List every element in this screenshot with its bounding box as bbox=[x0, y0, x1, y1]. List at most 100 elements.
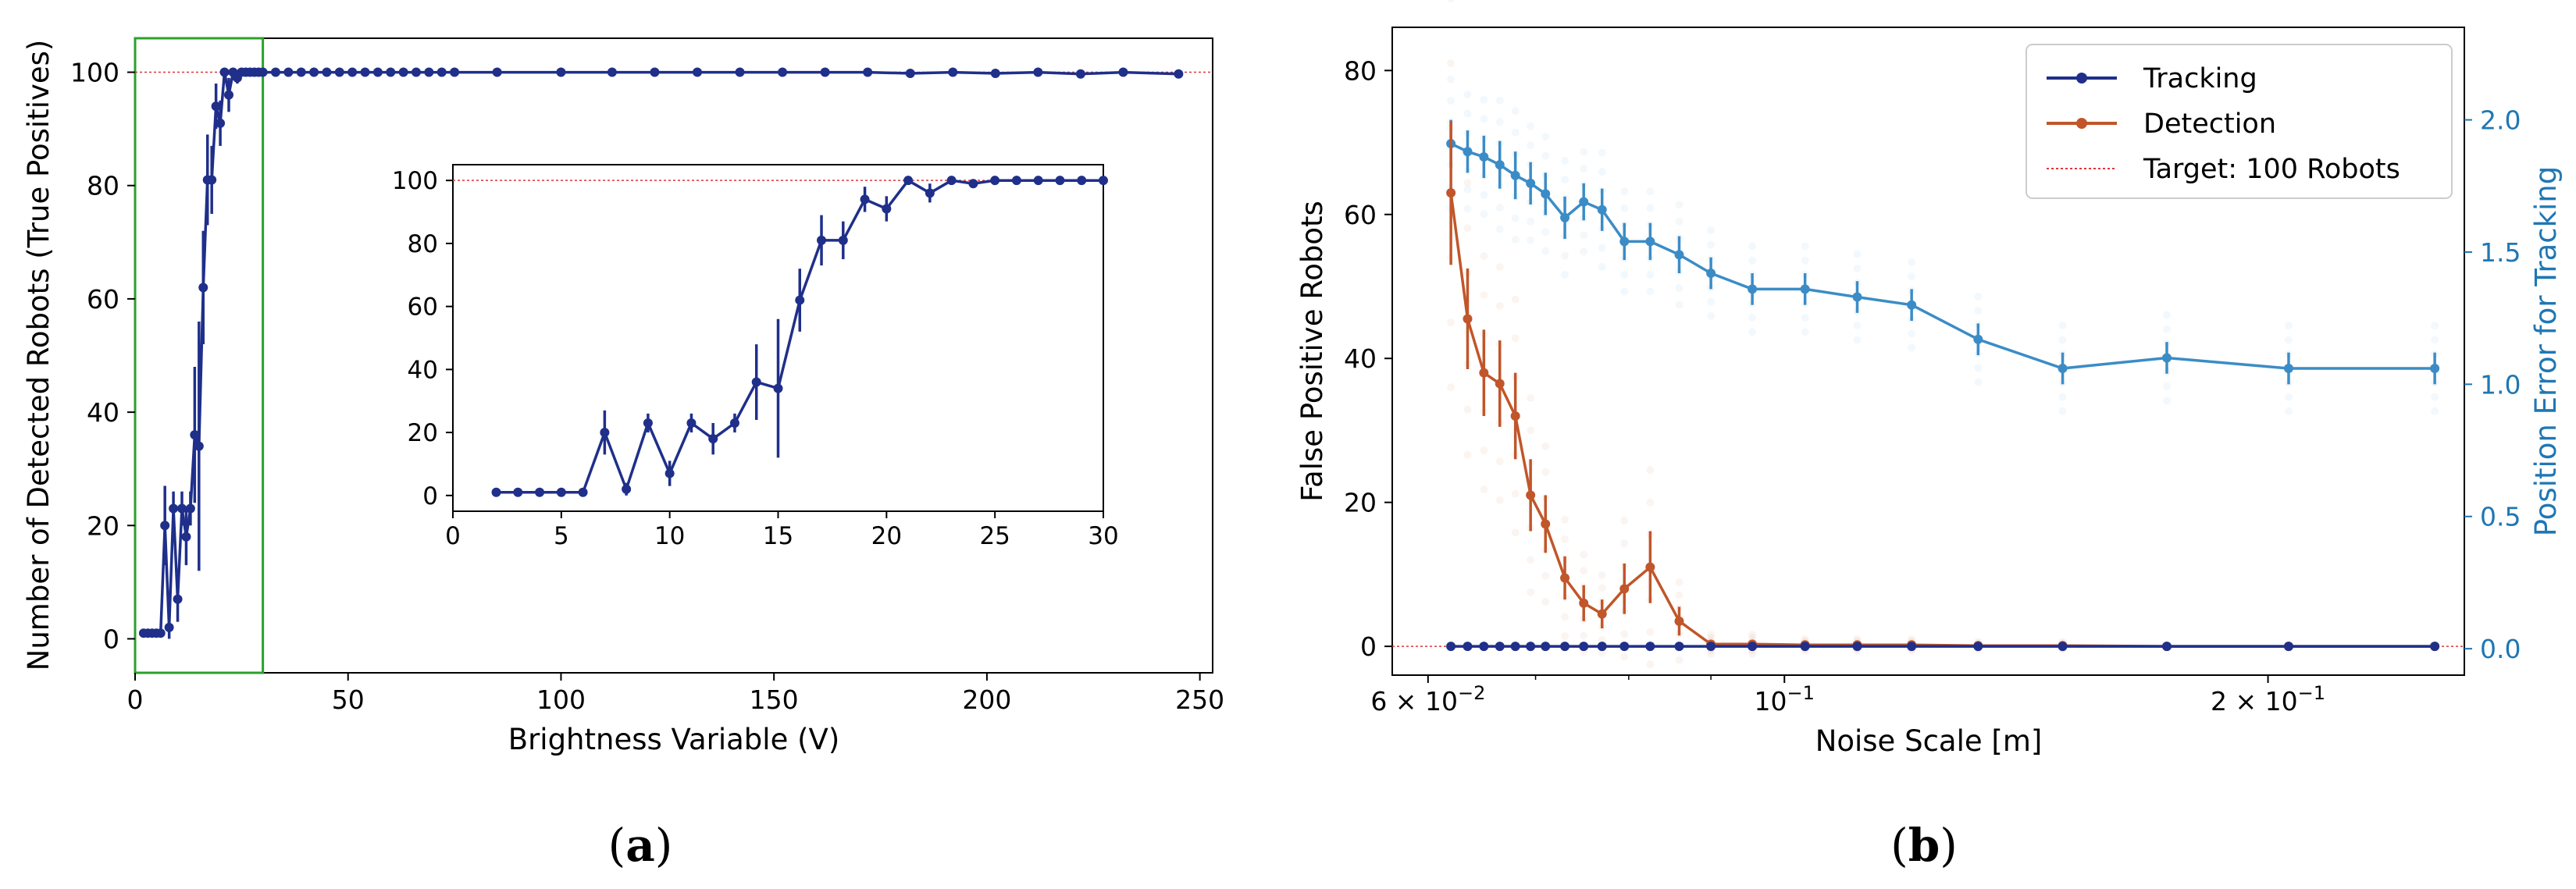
detection-sample-haze bbox=[1527, 426, 1535, 435]
detection-sample-haze bbox=[1480, 485, 1488, 494]
inset-data-point bbox=[1033, 176, 1043, 186]
position-error-sample-haze bbox=[1707, 226, 1716, 235]
tracking-point bbox=[1907, 642, 1917, 652]
position-error-sample-haze bbox=[1801, 242, 1809, 251]
inset-data-point bbox=[990, 176, 1000, 186]
data-point bbox=[216, 118, 226, 128]
inset-data-point bbox=[773, 383, 783, 393]
detection-sample-haze bbox=[1707, 634, 1716, 642]
position-error-sample-haze bbox=[1853, 336, 1862, 344]
position-error-sample-haze bbox=[1748, 313, 1757, 322]
position-error-sample-haze bbox=[1853, 264, 1862, 272]
position-error-sample-haze bbox=[1541, 247, 1550, 255]
data-point bbox=[1118, 67, 1128, 77]
detection-sample-haze bbox=[1527, 393, 1535, 402]
detection-sample-haze bbox=[1561, 535, 1569, 543]
panel-b-x-axis-title: Noise Scale [m] bbox=[1815, 724, 2043, 758]
position-error-sample-haze bbox=[1561, 251, 1569, 260]
legend-label-target: Target: 100 Robots bbox=[2143, 154, 2400, 185]
data-point bbox=[607, 67, 617, 77]
legend-box bbox=[2026, 44, 2453, 199]
data-point bbox=[990, 69, 1000, 79]
zoom-region-box bbox=[134, 37, 265, 674]
tracking-point bbox=[1541, 642, 1551, 652]
position-error-sample-haze bbox=[1580, 148, 1588, 156]
data-point bbox=[948, 67, 958, 77]
position-error-sample-haze bbox=[1620, 204, 1629, 212]
position-error-sample-haze bbox=[2058, 407, 2067, 415]
position-error-sample-haze bbox=[1580, 247, 1588, 256]
detection-sample-haze bbox=[1527, 588, 1535, 596]
detection-point bbox=[1597, 609, 1607, 619]
inset-y-tick-label: 60 bbox=[408, 293, 438, 322]
detection-sample-haze bbox=[1620, 630, 1629, 638]
position-error-sample-haze bbox=[1853, 322, 1862, 330]
data-point bbox=[296, 67, 306, 77]
data-point bbox=[219, 67, 230, 77]
position-error-sample-haze bbox=[1908, 329, 1916, 338]
detection-sample-haze bbox=[1511, 334, 1520, 343]
tracking-point bbox=[1674, 642, 1684, 652]
position-error-sample-haze bbox=[1646, 204, 1655, 212]
legend-label-detection: Detection bbox=[2143, 108, 2276, 140]
data-point bbox=[360, 67, 370, 77]
data-point bbox=[424, 67, 434, 77]
tracking-point bbox=[1463, 642, 1473, 652]
position-error-sample-haze bbox=[1748, 256, 1757, 265]
tracking-point bbox=[2430, 642, 2440, 652]
detection-sample-haze bbox=[1561, 613, 1569, 621]
tracking-point bbox=[1852, 642, 1862, 652]
position-error-point bbox=[2283, 364, 2293, 374]
tracking-point bbox=[1495, 642, 1505, 652]
position-error-sample-haze bbox=[2058, 336, 2067, 344]
data-point bbox=[556, 67, 566, 77]
inset-data-point bbox=[903, 176, 914, 186]
inset-data-point bbox=[664, 468, 675, 478]
position-error-point bbox=[1748, 284, 1758, 294]
detection-sample-haze bbox=[1646, 466, 1655, 475]
data-point bbox=[322, 67, 332, 77]
data-point bbox=[185, 503, 195, 514]
x-tick-label: 200 bbox=[962, 685, 1011, 715]
position-error-sample-haze bbox=[2058, 393, 2067, 401]
data-point bbox=[1033, 67, 1043, 77]
inset-data-point bbox=[860, 194, 870, 204]
inset-x-tick-label: 0 bbox=[445, 522, 461, 550]
legend-marker-tracking bbox=[2076, 73, 2087, 84]
position-error-sample-haze bbox=[1620, 271, 1629, 279]
detection-sample-haze bbox=[1541, 468, 1550, 476]
data-point bbox=[207, 175, 217, 185]
data-point bbox=[450, 67, 460, 77]
position-error-point bbox=[1560, 212, 1570, 222]
position-error-sample-haze bbox=[1853, 250, 1862, 258]
inset-x-tick-label: 30 bbox=[1088, 522, 1118, 550]
detection-sample-haze bbox=[1561, 632, 1569, 641]
detection-sample-haze bbox=[1598, 649, 1606, 657]
position-error-point bbox=[1526, 178, 1536, 188]
inset-data-point bbox=[925, 188, 935, 198]
position-error-point bbox=[1674, 250, 1684, 260]
position-error-sample-haze bbox=[1480, 115, 1488, 123]
position-error-point bbox=[2058, 364, 2068, 374]
data-point bbox=[169, 503, 179, 514]
y-tick-label: 60 bbox=[1344, 200, 1377, 230]
panel-a-x-axis-title: Brightness Variable (V) bbox=[508, 723, 840, 756]
inset-data-point bbox=[1055, 176, 1065, 186]
position-error-sample-haze bbox=[1598, 167, 1606, 176]
panel-b-label: (b) bbox=[1890, 819, 1958, 872]
data-point bbox=[372, 67, 383, 77]
detection-sample-haze bbox=[1541, 597, 1550, 606]
detection-sample-haze bbox=[1598, 635, 1606, 644]
data-point bbox=[436, 67, 447, 77]
detection-sample-haze bbox=[1447, 59, 1455, 68]
position-error-point bbox=[2161, 353, 2172, 363]
panel-a-label: (a) bbox=[608, 819, 673, 872]
position-error-sample-haze bbox=[1598, 262, 1606, 271]
position-error-sample-haze bbox=[1463, 109, 1472, 118]
position-error-sample-haze bbox=[1463, 204, 1472, 213]
detection-sample-haze bbox=[1527, 556, 1535, 564]
detection-point bbox=[1645, 562, 1655, 572]
data-point bbox=[386, 67, 396, 77]
panel-b: 0 20 40 60 80 0.0 0.5 1.0 1.5 2.0 6 × 10−2 10−1 2 … bbox=[1295, 0, 2563, 872]
data-point bbox=[820, 67, 830, 77]
